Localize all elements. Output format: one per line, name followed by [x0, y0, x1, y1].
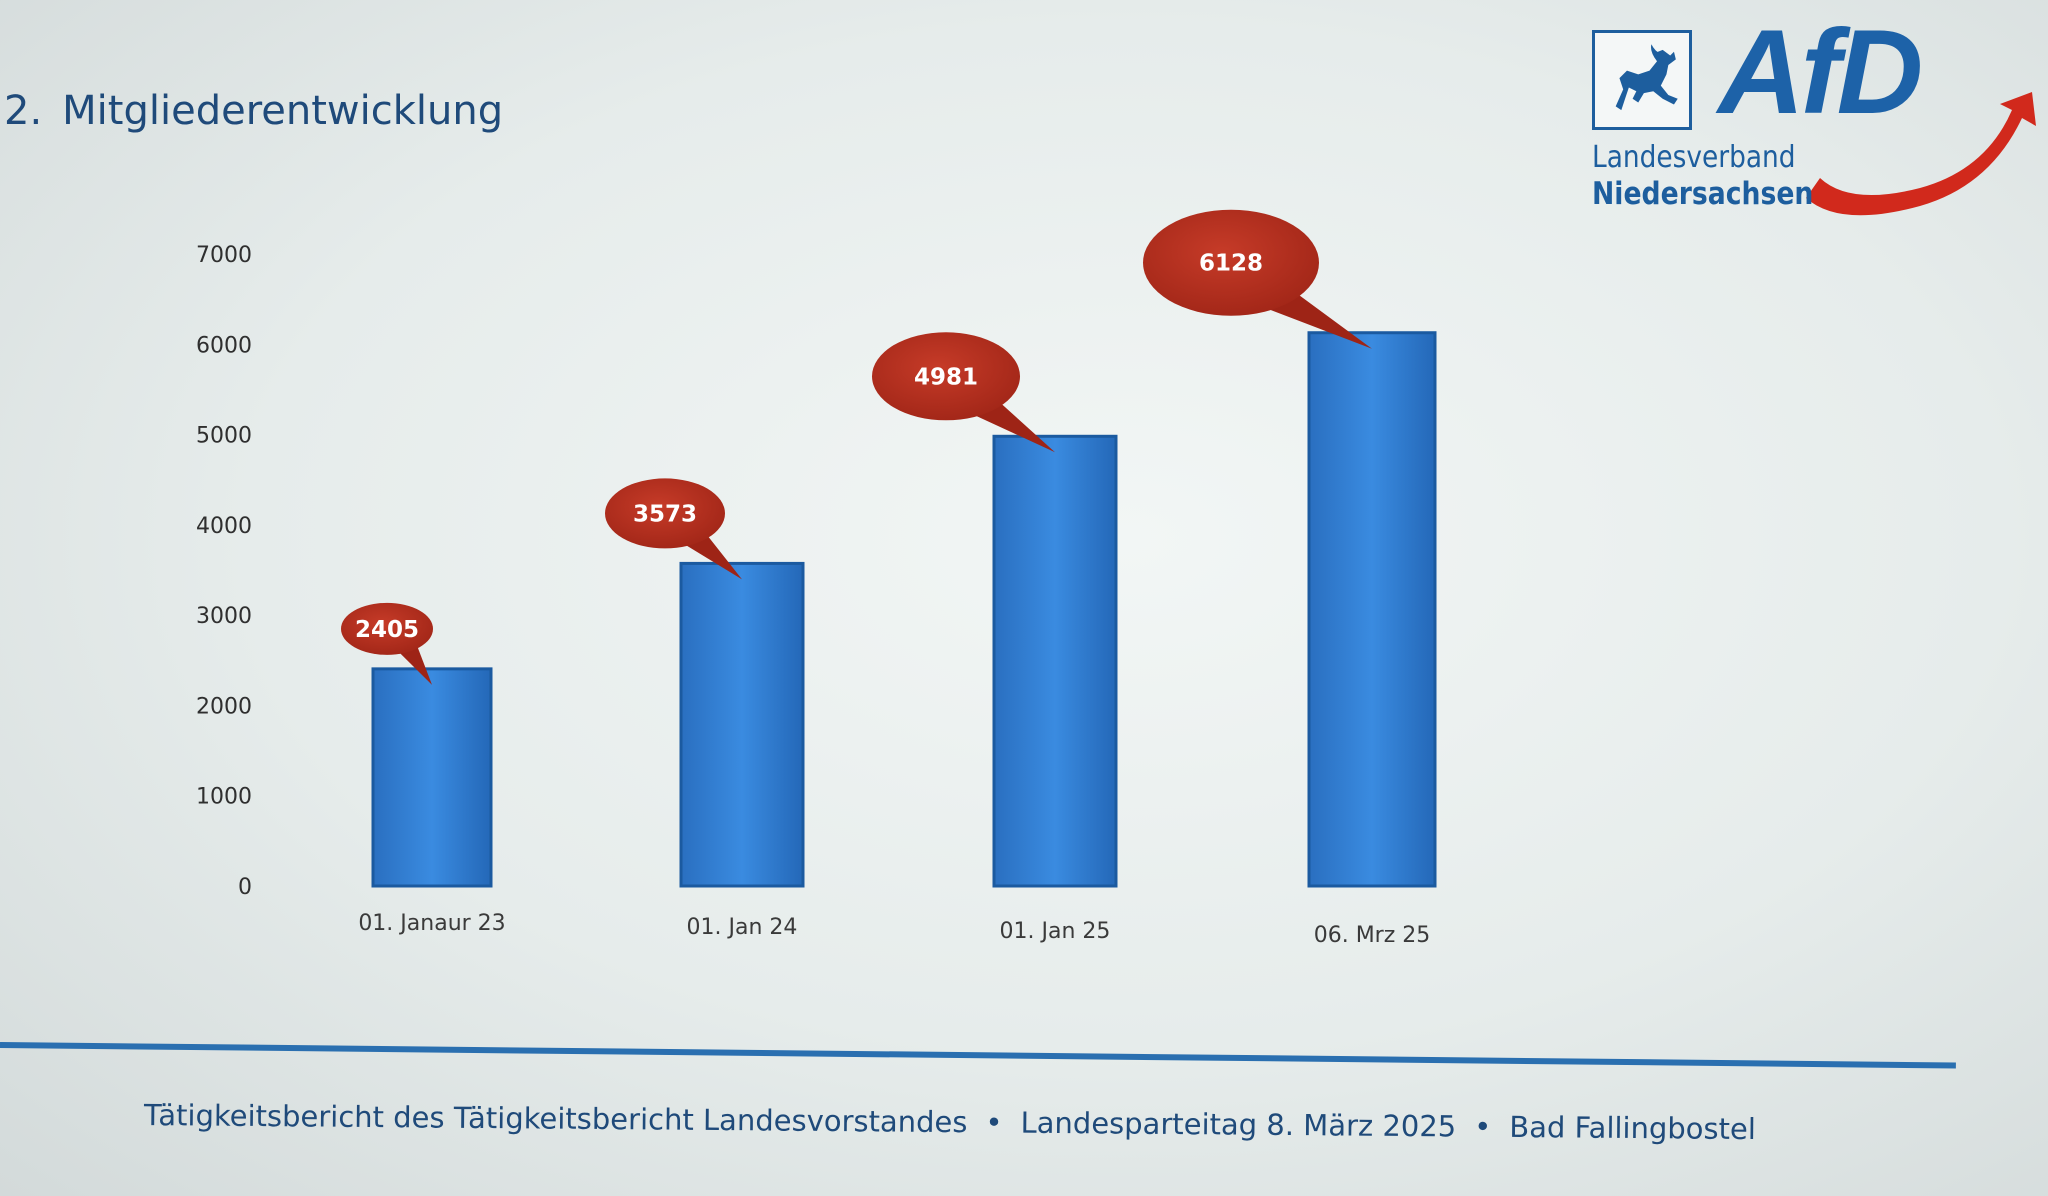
footer-location: Bad Fallingbostel — [1509, 1109, 1757, 1147]
bubble-body — [605, 478, 725, 549]
afd-logo: AfD Landesverband Niedersachsen — [1590, 12, 2040, 218]
horse-icon — [1592, 30, 1692, 130]
footer-divider — [0, 1042, 1956, 1069]
bubble-body — [341, 602, 433, 655]
y-tick-label: 0 — [238, 875, 252, 900]
data-label-bubble: 2405 — [341, 602, 433, 685]
x-tick-label: 01. Jan 25 — [1000, 919, 1111, 944]
footer: Tätigkeitsbericht des Tätigkeitsbericht … — [144, 1098, 1756, 1146]
data-label: 2405 — [355, 617, 419, 643]
footer-separator: • — [985, 1105, 1003, 1140]
x-tick-label: 06. Mrz 25 — [1314, 923, 1431, 948]
y-tick-label: 1000 — [196, 785, 252, 810]
footer-separator: • — [1474, 1109, 1492, 1144]
bar — [992, 434, 1118, 888]
x-tick-label: 01. Jan 24 — [687, 915, 798, 940]
arrow-swoosh-icon — [1806, 92, 2036, 216]
x-axis: 01. Janaur 23 01. Jan 24 01. Jan 25 06. Mrz… — [358, 911, 1430, 948]
data-label-bubble: 6128 — [1143, 209, 1372, 349]
footer-event: Landesparteitag 8. März 2025 — [1020, 1105, 1457, 1144]
slide-title-text: Mitgliederentwicklung — [62, 88, 504, 134]
bubble-body — [872, 332, 1020, 421]
data-label: 4981 — [914, 364, 978, 390]
y-tick-label: 6000 — [196, 333, 252, 358]
y-tick-label: 4000 — [196, 514, 252, 539]
bar — [371, 667, 493, 888]
footer-report: Tätigkeitsbericht des Tätigkeitsbericht … — [143, 1098, 968, 1140]
y-tick-label: 3000 — [196, 604, 252, 629]
bar — [679, 561, 805, 888]
data-label: 6128 — [1199, 251, 1263, 277]
data-label-bubble: 4981 — [872, 332, 1055, 453]
data-label: 3573 — [633, 501, 697, 527]
x-tick-label: 01. Janaur 23 — [358, 911, 505, 936]
y-tick-label: 5000 — [196, 424, 252, 449]
niedersachsen-label: Niedersachsen — [1592, 176, 1814, 212]
bubble-body — [1143, 209, 1319, 316]
bar — [1307, 331, 1437, 888]
landesverband-label: Landesverband — [1592, 140, 1796, 175]
data-label-bubble: 3573 — [605, 478, 742, 580]
bar-series: 2405 3573 4981 6128 — [341, 209, 1437, 888]
member-bar-chart: 0 1000 2000 3000 4000 5000 6000 7000 2405 3573 49… — [196, 209, 1437, 948]
afd-brand-text: AfD — [1718, 5, 1923, 139]
y-tick-label: 2000 — [196, 694, 252, 719]
slide-number: 2. — [4, 88, 43, 134]
y-axis: 0 1000 2000 3000 4000 5000 6000 7000 — [196, 243, 252, 900]
y-tick-label: 7000 — [196, 243, 252, 268]
slide-title: 2. Mitgliederentwicklung — [4, 88, 503, 134]
